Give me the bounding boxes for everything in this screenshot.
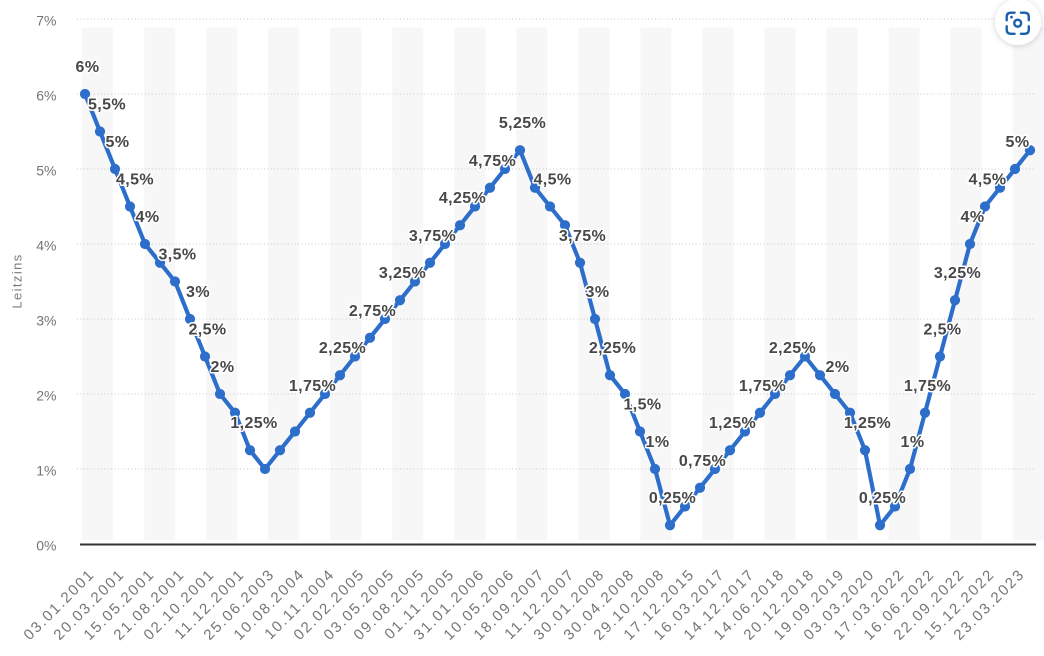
- svg-text:2,25%: 2,25%: [589, 340, 636, 357]
- svg-text:2,5%: 2,5%: [188, 322, 226, 339]
- svg-text:7%: 7%: [36, 13, 56, 29]
- svg-text:2%: 2%: [211, 359, 235, 376]
- svg-text:4,25%: 4,25%: [439, 190, 486, 207]
- svg-text:0,25%: 0,25%: [859, 490, 906, 507]
- svg-text:Leitzins: Leitzins: [10, 253, 25, 308]
- svg-text:0%: 0%: [36, 538, 56, 554]
- svg-text:1,25%: 1,25%: [709, 415, 756, 432]
- svg-text:5%: 5%: [36, 163, 56, 179]
- svg-text:2%: 2%: [36, 388, 56, 404]
- svg-text:1%: 1%: [36, 463, 56, 479]
- svg-text:2,5%: 2,5%: [923, 322, 961, 339]
- svg-text:5%: 5%: [1006, 134, 1030, 151]
- svg-text:4%: 4%: [36, 238, 56, 254]
- svg-text:4%: 4%: [961, 209, 985, 226]
- svg-text:2%: 2%: [826, 359, 850, 376]
- svg-text:1,25%: 1,25%: [230, 415, 277, 432]
- svg-text:1,75%: 1,75%: [739, 378, 786, 395]
- svg-text:1%: 1%: [646, 434, 670, 451]
- svg-text:0,75%: 0,75%: [679, 453, 726, 470]
- svg-text:4,5%: 4,5%: [968, 172, 1006, 189]
- svg-text:4,5%: 4,5%: [116, 172, 154, 189]
- svg-text:3%: 3%: [586, 284, 610, 301]
- svg-text:5,25%: 5,25%: [499, 115, 546, 132]
- svg-text:1,5%: 1,5%: [623, 397, 661, 414]
- svg-text:3,75%: 3,75%: [559, 228, 606, 245]
- svg-text:1,75%: 1,75%: [289, 378, 336, 395]
- svg-text:3,5%: 3,5%: [158, 247, 196, 264]
- svg-text:3,25%: 3,25%: [379, 265, 426, 282]
- svg-text:1,25%: 1,25%: [844, 415, 891, 432]
- svg-text:5,5%: 5,5%: [88, 97, 126, 114]
- svg-text:2,75%: 2,75%: [349, 303, 396, 320]
- svg-text:1%: 1%: [901, 434, 925, 451]
- svg-text:3%: 3%: [36, 313, 56, 329]
- svg-text:0,25%: 0,25%: [649, 490, 696, 507]
- svg-text:2,25%: 2,25%: [319, 340, 366, 357]
- svg-text:5%: 5%: [106, 134, 130, 151]
- svg-text:6%: 6%: [76, 59, 100, 76]
- svg-text:4%: 4%: [136, 209, 160, 226]
- svg-text:4,75%: 4,75%: [469, 153, 516, 170]
- svg-text:4,5%: 4,5%: [533, 172, 571, 189]
- svg-text:3,25%: 3,25%: [934, 265, 981, 282]
- svg-text:6%: 6%: [36, 88, 56, 104]
- svg-text:3%: 3%: [186, 284, 210, 301]
- svg-text:1,75%: 1,75%: [904, 378, 951, 395]
- svg-text:3,75%: 3,75%: [409, 228, 456, 245]
- svg-text:2,25%: 2,25%: [769, 340, 816, 357]
